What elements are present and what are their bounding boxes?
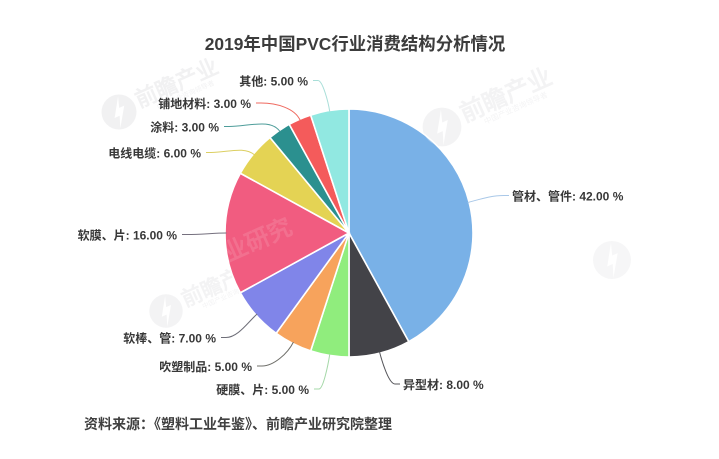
svg-text:其他: 5.00 %: 其他: 5.00 % [239,74,308,89]
svg-text:涂料: 3.00 %: 涂料: 3.00 % [150,120,219,135]
svg-text:资料来源：《塑料工业年鉴》、前瞻产业研究院整理: 资料来源：《塑料工业年鉴》、前瞻产业研究院整理 [84,416,392,432]
svg-text:铺地材料: 3.00 %: 铺地材料: 3.00 % [158,96,251,111]
svg-text:管材、管件: 42.00 %: 管材、管件: 42.00 % [512,189,624,204]
svg-text:2019年中国PVC行业消费结构分析情况: 2019年中国PVC行业消费结构分析情况 [205,34,506,54]
svg-text:电线电缆: 6.00 %: 电线电缆: 6.00 % [108,146,201,161]
svg-text:异型材: 8.00 %: 异型材: 8.00 % [403,377,484,392]
svg-text:硬膜、片: 5.00 %: 硬膜、片: 5.00 % [216,382,309,397]
svg-text:软棒、管: 7.00 %: 软棒、管: 7.00 % [123,331,216,346]
svg-text:软膜、片: 16.00 %: 软膜、片: 16.00 % [78,228,178,243]
svg-text:吹塑制品: 5.00 %: 吹塑制品: 5.00 % [159,359,252,374]
